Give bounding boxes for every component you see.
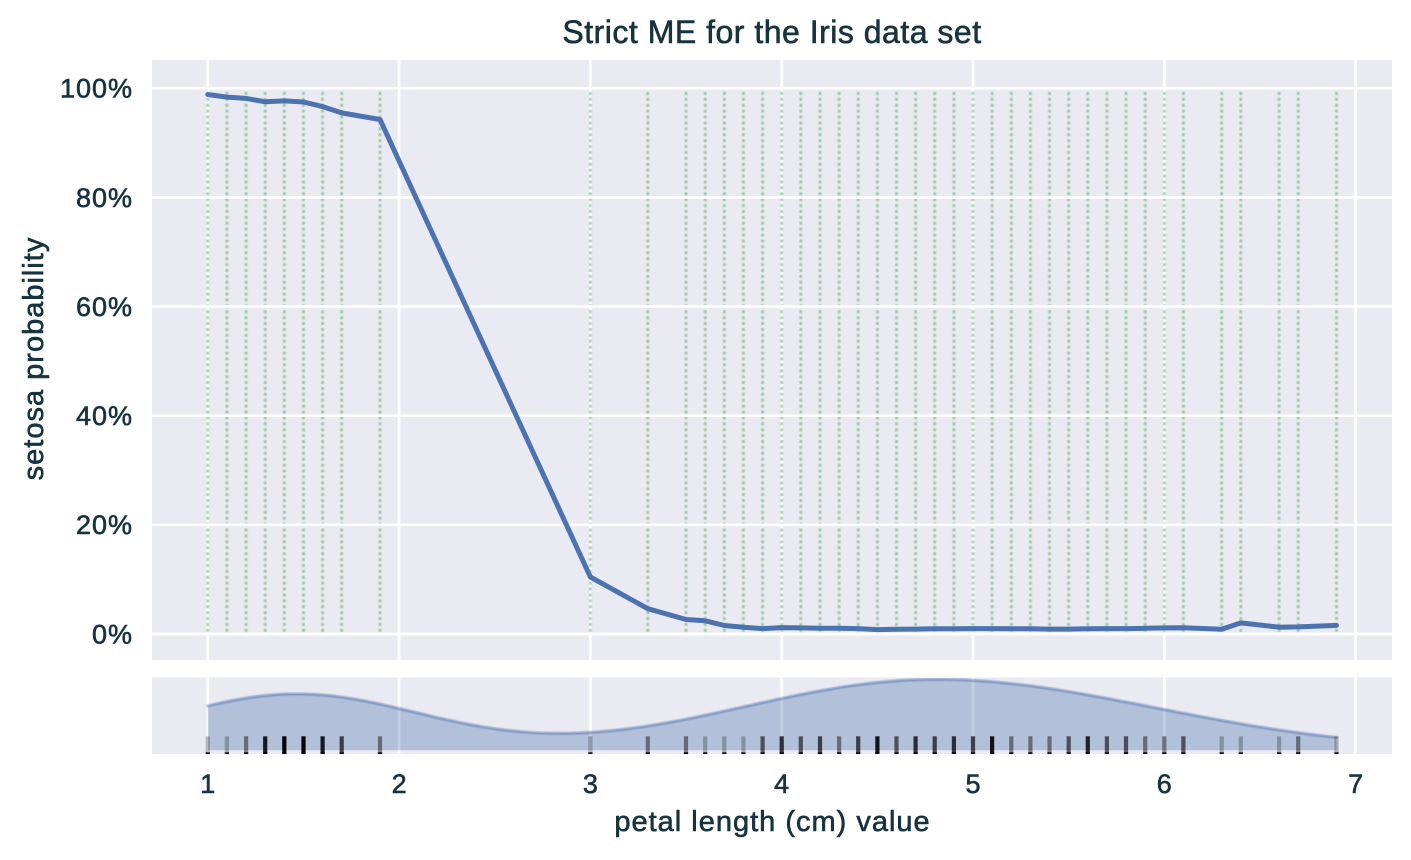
svg-text:petal length (cm) value: petal length (cm) value <box>614 806 930 838</box>
svg-text:60%: 60% <box>76 292 133 322</box>
svg-text:3: 3 <box>583 769 598 799</box>
svg-text:40%: 40% <box>76 401 133 431</box>
svg-text:2: 2 <box>392 769 407 799</box>
svg-text:Strict ME for the Iris data se: Strict ME for the Iris data set <box>562 14 981 50</box>
svg-text:5: 5 <box>965 769 980 799</box>
svg-text:20%: 20% <box>76 510 133 540</box>
svg-text:6: 6 <box>1157 769 1172 799</box>
svg-text:setosa probability: setosa probability <box>18 237 50 481</box>
svg-text:7: 7 <box>1348 769 1363 799</box>
svg-text:80%: 80% <box>76 183 133 213</box>
svg-text:4: 4 <box>774 769 789 799</box>
svg-text:1: 1 <box>200 769 215 799</box>
svg-text:0%: 0% <box>92 619 133 649</box>
svg-text:100%: 100% <box>60 74 133 104</box>
